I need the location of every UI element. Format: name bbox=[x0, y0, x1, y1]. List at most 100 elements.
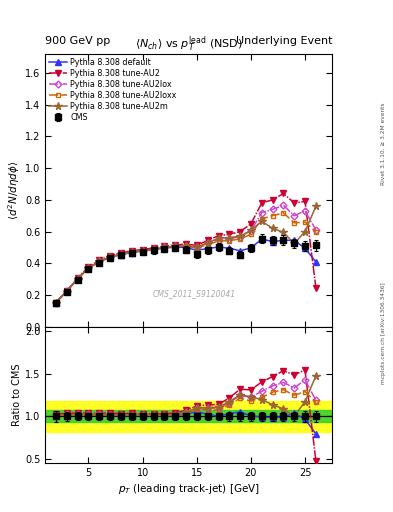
Pythia 8.308 tune-AU2lox bbox=[119, 251, 123, 257]
Pythia 8.308 default bbox=[259, 236, 264, 242]
Pythia 8.308 tune-AU2lox bbox=[195, 244, 199, 250]
Pythia 8.308 tune-AU2lox bbox=[238, 233, 242, 240]
Pythia 8.308 default bbox=[238, 248, 242, 254]
Text: CMS_2011_S9120041: CMS_2011_S9120041 bbox=[153, 290, 236, 298]
Pythia 8.308 tune-AU2m bbox=[205, 240, 210, 246]
Pythia 8.308 tune-AU2m bbox=[270, 225, 275, 231]
Pythia 8.308 tune-AU2lox bbox=[281, 202, 286, 208]
Pythia 8.308 tune-AU2loxx bbox=[119, 251, 123, 258]
Pythia 8.308 tune-AU2lox bbox=[162, 244, 167, 250]
Pythia 8.308 tune-AU2 bbox=[314, 285, 318, 291]
Pythia 8.308 tune-AU2lox bbox=[75, 275, 80, 282]
Text: Underlying Event: Underlying Event bbox=[235, 36, 332, 46]
Pythia 8.308 default bbox=[53, 300, 58, 306]
Pythia 8.308 tune-AU2loxx bbox=[281, 210, 286, 216]
Pythia 8.308 tune-AU2m bbox=[195, 244, 199, 250]
Pythia 8.308 default bbox=[64, 288, 69, 294]
Pythia 8.308 tune-AU2m bbox=[303, 228, 307, 234]
Pythia 8.308 tune-AU2m bbox=[259, 218, 264, 224]
Pythia 8.308 tune-AU2 bbox=[184, 241, 188, 247]
Pythia 8.308 tune-AU2 bbox=[281, 190, 286, 197]
Pythia 8.308 tune-AU2loxx bbox=[184, 243, 188, 249]
Pythia 8.308 tune-AU2lox bbox=[205, 240, 210, 246]
Line: Pythia 8.308 tune-AU2: Pythia 8.308 tune-AU2 bbox=[53, 190, 319, 305]
Pythia 8.308 tune-AU2 bbox=[238, 228, 242, 234]
Pythia 8.308 tune-AU2lox bbox=[108, 254, 113, 260]
Pythia 8.308 tune-AU2loxx bbox=[292, 220, 297, 226]
Pythia 8.308 default bbox=[140, 248, 145, 254]
Pythia 8.308 tune-AU2 bbox=[162, 243, 167, 249]
Line: Pythia 8.308 tune-AU2loxx: Pythia 8.308 tune-AU2loxx bbox=[53, 210, 318, 305]
Pythia 8.308 tune-AU2m bbox=[227, 234, 231, 241]
Pythia 8.308 tune-AU2lox bbox=[292, 212, 297, 219]
Pythia 8.308 tune-AU2lox bbox=[151, 246, 156, 252]
Pythia 8.308 tune-AU2lox bbox=[216, 237, 221, 243]
Pythia 8.308 tune-AU2lox bbox=[86, 265, 91, 271]
Pythia 8.308 default bbox=[216, 244, 221, 250]
Pythia 8.308 tune-AU2 bbox=[64, 288, 69, 294]
Pythia 8.308 default bbox=[281, 237, 286, 243]
Pythia 8.308 tune-AU2m bbox=[184, 243, 188, 249]
Pythia 8.308 tune-AU2 bbox=[195, 242, 199, 248]
Pythia 8.308 default bbox=[97, 259, 102, 265]
Pythia 8.308 tune-AU2lox bbox=[270, 206, 275, 212]
Pythia 8.308 tune-AU2m bbox=[151, 246, 156, 252]
Pythia 8.308 tune-AU2m bbox=[248, 227, 253, 233]
Pythia 8.308 tune-AU2loxx bbox=[75, 276, 80, 282]
Pythia 8.308 tune-AU2 bbox=[270, 197, 275, 203]
Pythia 8.308 tune-AU2 bbox=[259, 200, 264, 206]
Pythia 8.308 tune-AU2m bbox=[53, 300, 58, 306]
Pythia 8.308 tune-AU2loxx bbox=[195, 245, 199, 251]
Pythia 8.308 tune-AU2lox bbox=[259, 209, 264, 216]
Pythia 8.308 tune-AU2loxx bbox=[303, 219, 307, 225]
Pythia 8.308 tune-AU2 bbox=[216, 232, 221, 239]
Text: 900 GeV pp: 900 GeV pp bbox=[45, 36, 110, 46]
Pythia 8.308 default bbox=[162, 245, 167, 251]
Pythia 8.308 tune-AU2loxx bbox=[248, 231, 253, 238]
Pythia 8.308 default bbox=[195, 247, 199, 253]
Pythia 8.308 tune-AU2lox bbox=[314, 227, 318, 233]
Pythia 8.308 default bbox=[292, 237, 297, 243]
Pythia 8.308 tune-AU2 bbox=[75, 275, 80, 281]
Pythia 8.308 tune-AU2m bbox=[238, 233, 242, 240]
Line: Pythia 8.308 tune-AU2lox: Pythia 8.308 tune-AU2lox bbox=[53, 203, 318, 305]
Pythia 8.308 default bbox=[75, 275, 80, 282]
Pythia 8.308 tune-AU2 bbox=[151, 245, 156, 251]
Y-axis label: Ratio to CMS: Ratio to CMS bbox=[12, 364, 22, 426]
Pythia 8.308 default bbox=[227, 245, 231, 251]
Pythia 8.308 tune-AU2m bbox=[292, 241, 297, 247]
Pythia 8.308 tune-AU2loxx bbox=[86, 265, 91, 271]
Pythia 8.308 tune-AU2m bbox=[75, 276, 80, 282]
Pythia 8.308 default bbox=[173, 244, 178, 250]
Pythia 8.308 tune-AU2 bbox=[248, 221, 253, 227]
Pythia 8.308 tune-AU2m bbox=[108, 254, 113, 260]
Pythia 8.308 tune-AU2loxx bbox=[259, 216, 264, 222]
Pythia 8.308 tune-AU2m bbox=[162, 244, 167, 250]
X-axis label: $p_{T}$ (leading track-jet) [GeV]: $p_{T}$ (leading track-jet) [GeV] bbox=[118, 482, 260, 497]
Pythia 8.308 tune-AU2lox bbox=[173, 243, 178, 249]
Pythia 8.308 tune-AU2 bbox=[140, 246, 145, 252]
Y-axis label: $\langle d^{2} N/d\eta d\phi\rangle$: $\langle d^{2} N/d\eta d\phi\rangle$ bbox=[6, 161, 22, 220]
Pythia 8.308 tune-AU2m bbox=[130, 249, 134, 255]
Pythia 8.308 default bbox=[270, 239, 275, 245]
Pythia 8.308 tune-AU2loxx bbox=[151, 246, 156, 252]
Pythia 8.308 tune-AU2 bbox=[97, 257, 102, 263]
Pythia 8.308 default bbox=[303, 245, 307, 251]
Pythia 8.308 tune-AU2 bbox=[53, 300, 58, 306]
Pythia 8.308 tune-AU2 bbox=[303, 198, 307, 204]
Pythia 8.308 tune-AU2lox bbox=[184, 243, 188, 249]
Pythia 8.308 default bbox=[205, 245, 210, 251]
Pythia 8.308 tune-AU2loxx bbox=[130, 249, 134, 255]
Pythia 8.308 tune-AU2 bbox=[205, 237, 210, 243]
Pythia 8.308 tune-AU2m bbox=[86, 265, 91, 271]
Pythia 8.308 tune-AU2m bbox=[314, 203, 318, 209]
Pythia 8.308 default bbox=[248, 245, 253, 251]
Pythia 8.308 tune-AU2lox bbox=[97, 258, 102, 264]
Pythia 8.308 tune-AU2 bbox=[130, 248, 134, 254]
Pythia 8.308 tune-AU2loxx bbox=[53, 300, 58, 306]
Pythia 8.308 tune-AU2 bbox=[119, 250, 123, 256]
Text: mcplots.cern.ch [arXiv:1306.3436]: mcplots.cern.ch [arXiv:1306.3436] bbox=[381, 282, 386, 383]
Pythia 8.308 default bbox=[108, 254, 113, 261]
Pythia 8.308 tune-AU2lox bbox=[248, 228, 253, 234]
Pythia 8.308 default bbox=[86, 265, 91, 271]
